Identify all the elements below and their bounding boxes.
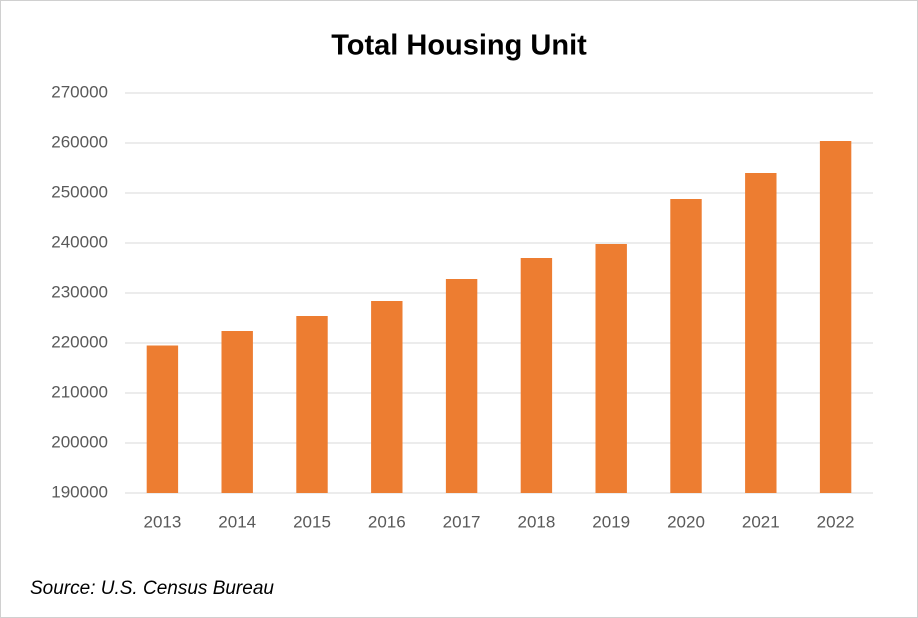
bar xyxy=(221,331,253,493)
bar xyxy=(520,258,553,493)
chart-title: Total Housing Unit xyxy=(331,30,587,62)
x-tick-label: 2013 xyxy=(143,512,181,531)
bar xyxy=(371,301,403,493)
y-tick-label: 230000 xyxy=(51,282,108,301)
x-tick-label: 2018 xyxy=(517,512,555,531)
y-tick-label: 200000 xyxy=(51,432,108,451)
x-tick-label: 2020 xyxy=(667,512,705,531)
x-tick-label: 2021 xyxy=(742,512,780,531)
bar xyxy=(745,173,777,493)
y-tick-label: 260000 xyxy=(51,132,108,151)
x-tick-label: 2019 xyxy=(592,512,630,531)
y-tick-label: 190000 xyxy=(51,482,108,501)
source-note: Source: U.S. Census Bureau xyxy=(30,578,274,599)
bar xyxy=(819,141,852,493)
bar xyxy=(296,316,328,493)
y-tick-label: 210000 xyxy=(51,382,108,401)
bar xyxy=(445,279,478,493)
bar xyxy=(146,345,179,493)
y-tick-label: 220000 xyxy=(51,332,108,351)
y-tick-label: 240000 xyxy=(51,232,108,251)
x-tick-label: 2016 xyxy=(368,512,406,531)
x-tick-label: 2017 xyxy=(443,512,481,531)
y-tick-label: 250000 xyxy=(51,182,108,201)
y-tick-label: 270000 xyxy=(51,82,108,101)
x-tick-label: 2022 xyxy=(817,512,855,531)
x-tick-label: 2014 xyxy=(218,512,256,531)
bar xyxy=(670,199,702,493)
x-tick-label: 2015 xyxy=(293,512,331,531)
bar xyxy=(595,244,627,493)
